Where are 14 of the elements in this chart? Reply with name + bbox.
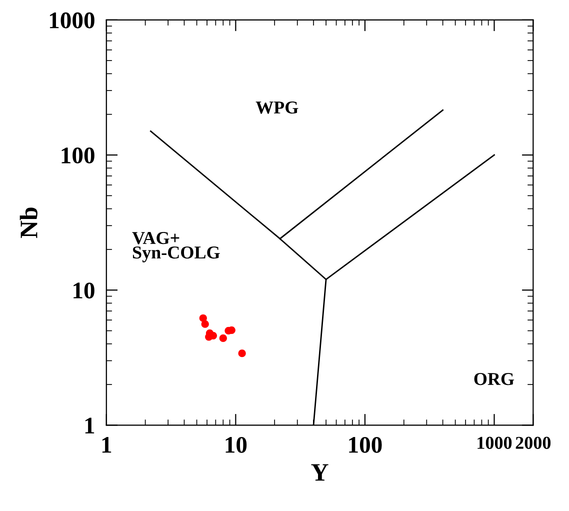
annotation: WPG: [256, 101, 298, 114]
y-tick-label: 1000: [50, 12, 94, 28]
y-tick-label: 10: [74, 282, 94, 298]
annotation: ORG: [474, 372, 514, 386]
x-tick-label: 1: [102, 437, 112, 453]
x-tick-label: 100: [349, 436, 382, 453]
x-tick-label: 2000: [516, 436, 551, 449]
y-tick-label: 1: [85, 418, 94, 434]
annotation: VAG+ Syn-COLG: [132, 232, 220, 262]
y-tick-label: 100: [62, 147, 94, 164]
x-axis-title: Y: [311, 464, 328, 481]
x-tick-label: 10: [226, 436, 247, 453]
x-tick-label: 1000: [478, 436, 512, 449]
y-axis-title: Nb: [20, 208, 38, 238]
